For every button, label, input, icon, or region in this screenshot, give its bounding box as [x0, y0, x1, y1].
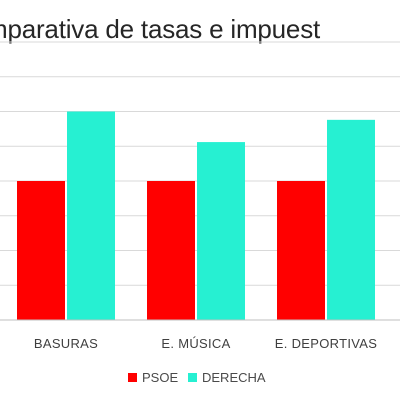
legend: PSOE DERECHA [0, 370, 400, 390]
legend-label-psoe: PSOE [142, 370, 179, 385]
category-label: BASURAS [34, 336, 98, 351]
bar-derecha-2 [197, 142, 245, 320]
category-label: E. MÚSICA [161, 336, 230, 351]
bar-derecha-1 [67, 111, 115, 320]
legend-swatch-psoe [128, 373, 137, 382]
legend-item-derecha: DERECHA [188, 370, 266, 385]
bars [17, 111, 375, 320]
bar-psoe-3 [277, 181, 325, 320]
legend-swatch-derecha [188, 373, 197, 382]
bar-derecha-3 [327, 119, 375, 320]
category-labels: BASURAS E. MÚSICA E. DEPORTIVAS [34, 336, 377, 351]
legend-label-derecha: DERECHA [202, 370, 266, 385]
legend-item-psoe: PSOE [128, 370, 178, 385]
bar-psoe-1 [17, 181, 65, 320]
chart-title: mparativa de tasas e impuest [0, 14, 321, 44]
bar-psoe-2 [147, 181, 195, 320]
category-label: E. DEPORTIVAS [275, 336, 377, 351]
